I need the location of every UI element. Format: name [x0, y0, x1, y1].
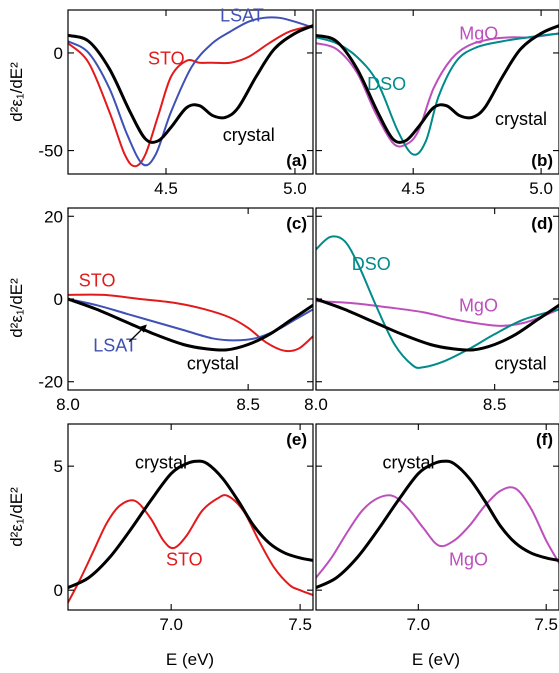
panel-d: 8.0 8.5 (d) DSO MgO crystal: [304, 207, 559, 414]
panel-c: 8.0 8.5 -20 0 20 (c) STO LSAT crystal: [38, 207, 314, 414]
series-label-dso: DSO: [367, 74, 406, 94]
y-tick-label: 0: [54, 290, 63, 309]
x-tick-label: 5.0: [529, 179, 553, 198]
x-tick-label: 4.5: [401, 179, 425, 198]
x-tick-label: 8.0: [56, 395, 80, 414]
y-tick-label: -20: [38, 373, 63, 392]
y-tick-label: 5: [54, 457, 63, 476]
curves-a: [68, 16, 313, 168]
plot-frame-e: [67, 423, 314, 611]
series-crystal-curve: [316, 24, 559, 144]
y-tick-label: 0: [54, 44, 63, 63]
series-label-crystal: crystal: [383, 453, 435, 473]
curves-c: [68, 293, 313, 353]
series-dso-curve: [316, 235, 559, 369]
series-label-crystal: crystal: [495, 353, 547, 373]
panel-label-b: (b): [531, 151, 553, 170]
plot-frame-b: [315, 9, 559, 175]
curves-f: [316, 459, 559, 590]
series-mgo-curve: [316, 32, 559, 148]
panel-label-a: (a): [286, 151, 307, 170]
panel-a: 4.5 5.0 -50 0 (a) LSAT STO crystal: [38, 6, 314, 198]
x-tick-label: 8.0: [304, 395, 328, 414]
y-tick-label: -50: [38, 142, 63, 161]
curves-b: [316, 24, 559, 156]
panel-f: 7.0 7.5 (f) crystal MgO: [315, 423, 559, 634]
series-crystal-curve: [68, 297, 313, 352]
panel-label-d: (d): [531, 214, 553, 233]
x-tick-label: 8.5: [483, 395, 507, 414]
panels-group: 4.5 5.0 -50 0 (a) LSAT STO crystal 4.5 5.0 (b) MgO D…: [38, 6, 559, 634]
series-label-crystal: crystal: [495, 109, 547, 129]
series-crystal-curve: [68, 459, 313, 590]
x-tick-label: 7.0: [406, 615, 430, 634]
series-label-sto: STO: [79, 271, 116, 291]
pointer-arrow: [128, 324, 147, 343]
x-tick-label: 4.5: [154, 179, 178, 198]
series-sto-curve: [68, 494, 313, 604]
x-axis-title-right: E (eV): [412, 650, 460, 669]
series-crystal-curve: [316, 459, 559, 590]
series-sto-curve: [68, 293, 313, 353]
series-label-mgo: MgO: [449, 549, 488, 569]
series-label-sto: STO: [166, 549, 203, 569]
series-mgo-curve: [316, 300, 559, 327]
series-sto-curve: [68, 24, 313, 168]
series-label-dso: DSO: [352, 254, 391, 274]
series-label-crystal: crystal: [135, 453, 187, 473]
y-tick-label: 20: [44, 207, 63, 226]
y-axis-title-row3: d²ε₁/dE²: [7, 487, 26, 547]
plot-frame-f: [315, 423, 559, 611]
series-crystal-curve: [68, 24, 313, 144]
panel-label-e: (e): [286, 430, 307, 449]
panel-label-c: (c): [286, 214, 307, 233]
series-label-mgo: MgO: [459, 295, 498, 315]
x-tick-label: 7.5: [534, 615, 558, 634]
series-label-mgo: MgO: [459, 23, 498, 43]
series-mgo-curve: [316, 486, 559, 579]
series-label-lsat: LSAT: [220, 6, 264, 26]
x-axis-title-left: E (eV): [166, 650, 214, 669]
series-label-crystal: crystal: [187, 353, 239, 373]
series-lsat-curve: [68, 16, 313, 167]
series-label-crystal: crystal: [223, 125, 275, 145]
panel-label-f: (f): [536, 430, 553, 449]
y-axis-title-row2: d²ε₁/dE²: [7, 278, 26, 338]
panel-b: 4.5 5.0 (b) MgO DSO crystal: [315, 9, 559, 198]
series-dso-curve: [316, 32, 559, 156]
series-label-sto: STO: [148, 49, 185, 69]
x-tick-label: 5.0: [283, 179, 307, 198]
curves-e: [68, 459, 313, 604]
series-label-lsat: LSAT: [93, 336, 137, 356]
panel-e: 7.0 7.5 0 5 (e) crystal STO: [54, 423, 314, 634]
y-tick-label: 0: [54, 581, 63, 600]
x-tick-label: 7.0: [159, 615, 183, 634]
plot-frame-a: [67, 9, 314, 175]
x-tick-label: 8.5: [236, 395, 260, 414]
y-axis-title-row1: d²ε₁/dE²: [7, 62, 26, 122]
curves-d: [316, 235, 559, 369]
series-crystal-curve: [316, 297, 559, 352]
x-tick-label: 7.5: [288, 615, 312, 634]
